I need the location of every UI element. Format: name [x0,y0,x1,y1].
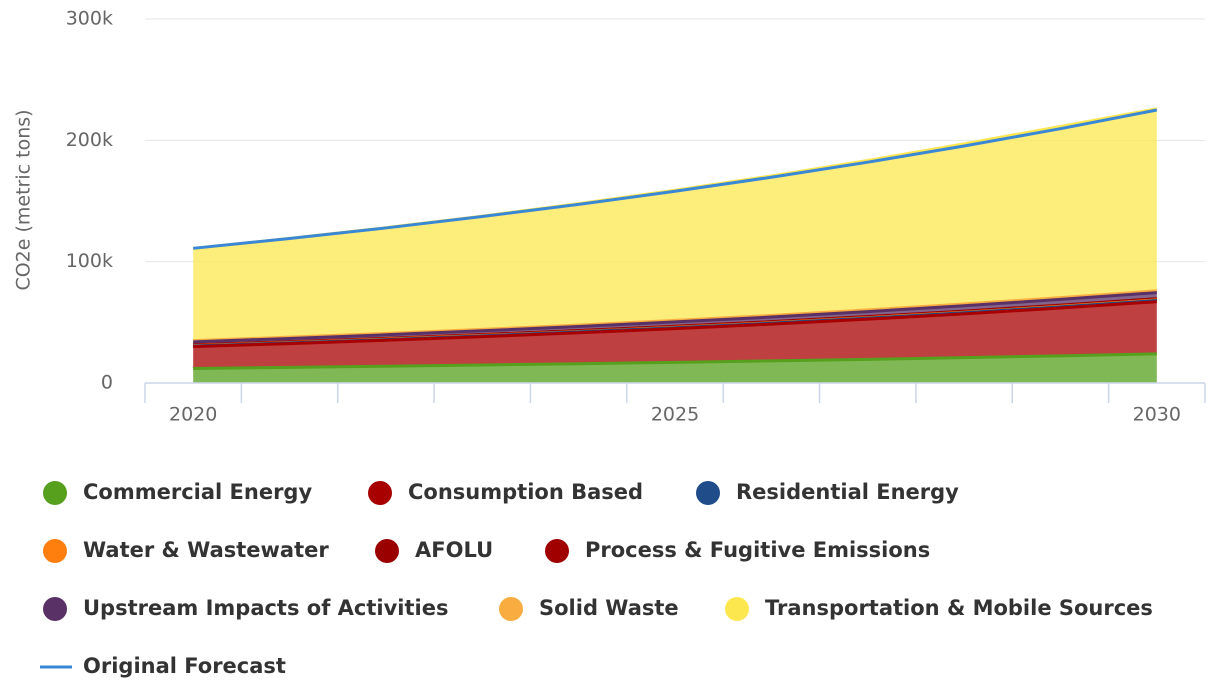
legend-label: Residential Energy [736,480,959,504]
area-line [193,291,1157,344]
x-tick-label: 2030 [1133,404,1181,426]
y-tick-label: 0 [101,372,113,394]
area [193,353,1157,383]
x-tick-label: 2025 [651,404,699,426]
legend-label: Solid Waste [539,596,679,620]
y-axis-title: CO2e (metric tons) [13,109,35,290]
legend-label: Water & Wastewater [83,538,329,562]
legend-marker [725,597,749,621]
legend-label: Consumption Based [408,480,643,504]
area [193,108,1157,341]
area-line [193,300,1157,349]
x-tick-label: 2020 [169,404,217,426]
legend-marker [368,481,392,505]
legend-label: Upstream Impacts of Activities [83,596,448,620]
legend-marker [43,481,67,505]
area-line [193,352,1157,370]
y-tick-label: 300k [66,8,113,30]
legend-label: Process & Fugitive Emissions [585,538,930,562]
legend-marker [499,597,523,621]
legend-label: Commercial Energy [83,480,312,504]
legend-marker [43,539,67,563]
forecast-line [193,108,1158,250]
y-tick-label: 100k [66,250,113,272]
legend-marker [43,597,67,621]
legend-marker [696,481,720,505]
legend-marker [375,539,399,563]
legend-label: Transportation & Mobile Sources [765,596,1153,620]
y-tick-label: 200k [66,129,113,151]
legend-label: AFOLU [415,538,493,562]
legend-label: Original Forecast [83,654,286,678]
area [193,301,1157,369]
legend-marker [545,539,569,563]
